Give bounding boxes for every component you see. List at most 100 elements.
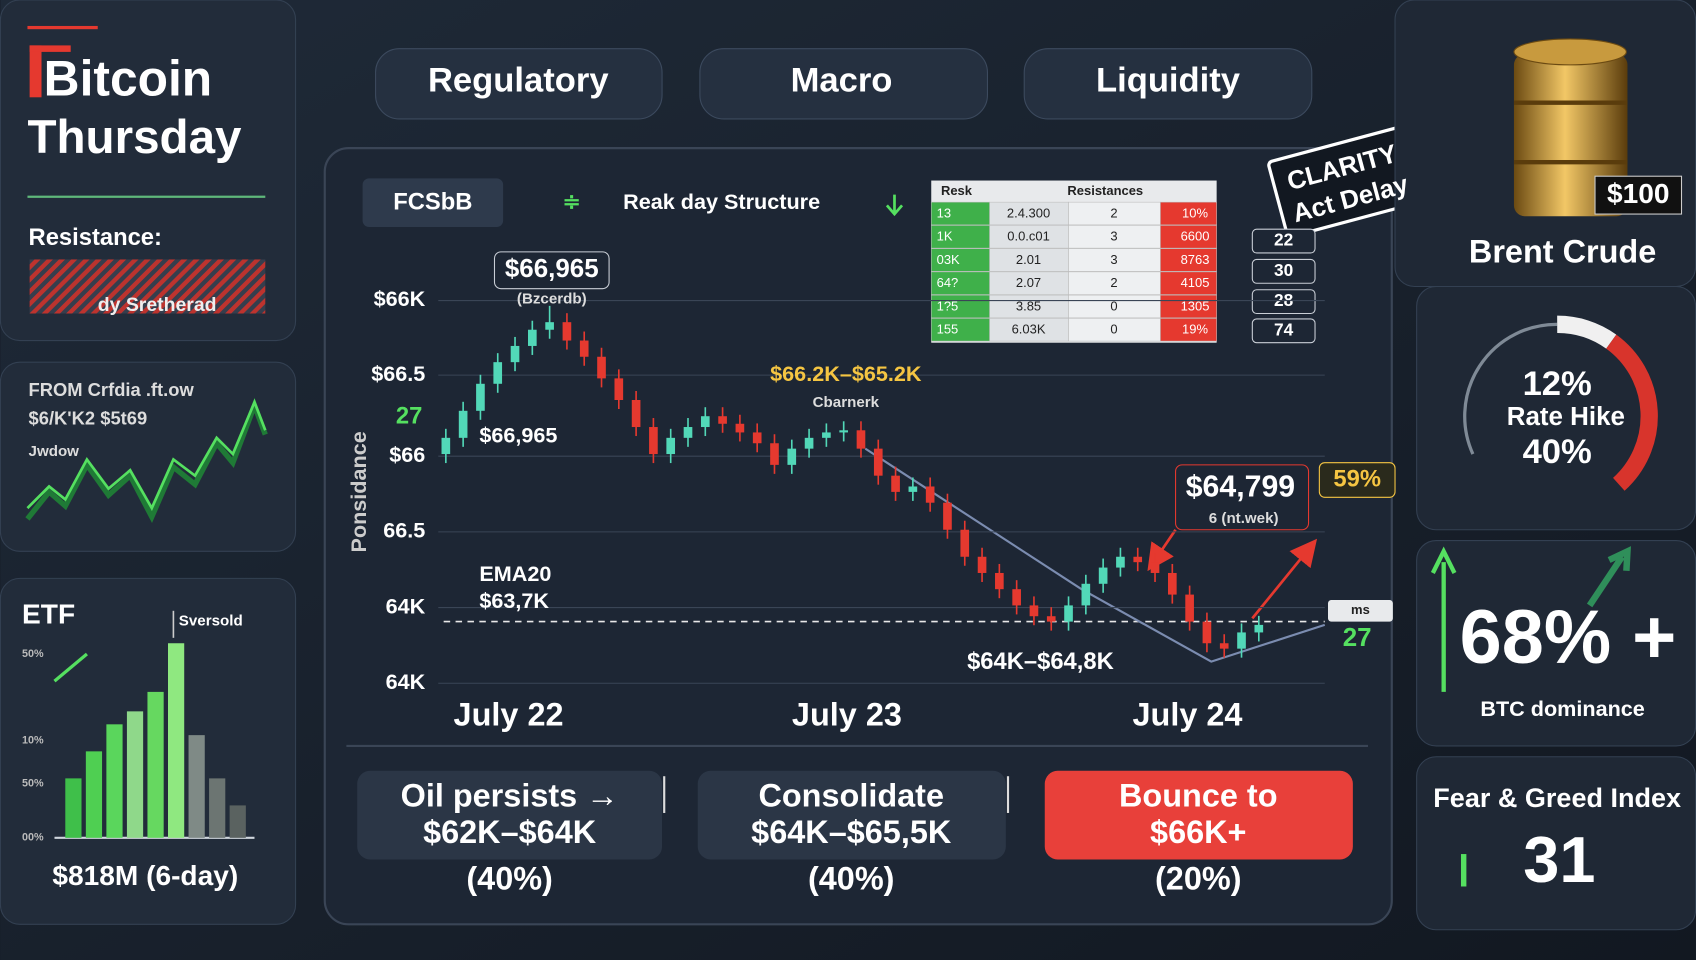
callout-box [1175, 464, 1310, 531]
candle-body [528, 329, 537, 346]
label: July 22 [454, 696, 564, 732]
label: Oil persists → [401, 777, 619, 813]
gauge-arc [1606, 334, 1658, 491]
side-box [1251, 258, 1316, 284]
flow-panel [0, 361, 297, 552]
label: 12% [1523, 365, 1592, 403]
label: Thursday [27, 111, 242, 164]
badge [362, 178, 504, 228]
candle-body [770, 443, 779, 465]
label: July 23 [792, 696, 902, 732]
label: ETF [22, 599, 75, 630]
bar [168, 643, 185, 838]
label: 2.01 [1016, 252, 1041, 267]
label: $64,799 [1186, 471, 1295, 504]
bar [229, 805, 246, 838]
label: 00% [22, 832, 44, 844]
label: Liquidity [1096, 61, 1241, 99]
candle-body [1202, 621, 1212, 644]
label: FCSbB [393, 189, 472, 216]
label: 2.4.300 [1007, 205, 1050, 220]
label: 64K [386, 593, 426, 618]
candle-body [562, 322, 572, 341]
scenario-box [697, 770, 1006, 860]
label: $66,965 [479, 422, 557, 447]
tag-box [1328, 600, 1393, 622]
label: 50% [22, 648, 44, 660]
candle-body [458, 410, 468, 438]
label: dy Sretherad [98, 294, 217, 316]
label: 2 [1110, 205, 1117, 220]
label: 3 [1110, 252, 1117, 267]
tab[interactable] [375, 48, 663, 120]
candle-body [666, 437, 676, 455]
candle-body [545, 322, 554, 330]
label: $64K–$64,8K [967, 648, 1114, 675]
candle-body [1133, 556, 1143, 563]
candle-body [1081, 583, 1091, 606]
label: $66.2K–$65.2K [770, 361, 922, 386]
candle-body [873, 448, 883, 476]
label: Resk [941, 183, 973, 198]
bar [65, 778, 82, 838]
label: 10% [1182, 205, 1208, 220]
label: 1?5 [937, 298, 959, 313]
candle-body [1150, 562, 1160, 573]
label: Sversold [179, 613, 243, 630]
candle-body [908, 486, 918, 492]
candle-body [1046, 616, 1056, 622]
label: 4105 [1181, 275, 1210, 290]
candle-body [925, 486, 935, 503]
candle-body [493, 362, 503, 384]
candle-body [476, 383, 485, 411]
label: 64K [386, 669, 426, 694]
label: 2.07 [1016, 275, 1041, 290]
callout-arrow [1147, 528, 1177, 572]
label: 50% [22, 778, 44, 790]
table-cell [1160, 271, 1217, 295]
label: Regulatory [428, 61, 609, 99]
scenario-box [357, 770, 663, 860]
label: $66,965 [505, 255, 599, 283]
candle-body [1185, 594, 1194, 622]
label: Macro [791, 61, 893, 99]
label: 31 [1523, 823, 1595, 896]
title-accent [27, 25, 98, 30]
bar [188, 735, 205, 838]
up-arrow [1586, 546, 1631, 608]
label: BTC dominance [1480, 696, 1645, 721]
label: $6/K'K2 $5t69 [29, 407, 148, 428]
barrel-top [1513, 38, 1627, 66]
candle-body [1219, 643, 1229, 649]
label: Reak day Structure [623, 189, 820, 214]
candle-body [1012, 589, 1021, 606]
price-box [1594, 175, 1683, 215]
label: $63,7K [479, 588, 549, 613]
label: $66K [374, 286, 426, 311]
candle-body [943, 502, 952, 530]
scenario-box [1044, 770, 1353, 860]
bar [106, 724, 123, 838]
down-arrow [885, 194, 904, 217]
title-panel [0, 0, 297, 342]
bar [147, 691, 164, 838]
etf-trend [53, 652, 88, 683]
candle-body [804, 437, 814, 449]
label: 0 [1110, 322, 1117, 337]
label: 19% [1182, 322, 1208, 337]
candle-body [510, 345, 520, 363]
label: $818M (6-day) [52, 860, 238, 891]
candle-body [822, 432, 831, 438]
label: FROM Crfdia .ft.ow [29, 379, 195, 400]
candle-body [995, 572, 1004, 590]
label: 8763 [1181, 252, 1210, 267]
tab[interactable] [699, 48, 988, 120]
tab[interactable] [1023, 48, 1313, 120]
candle-body [649, 427, 658, 455]
label: ms [1351, 602, 1370, 617]
label: Resistance: [29, 224, 162, 251]
up-arrow [1430, 546, 1457, 692]
label: Rate Hike [1507, 403, 1625, 431]
bar [209, 778, 226, 838]
